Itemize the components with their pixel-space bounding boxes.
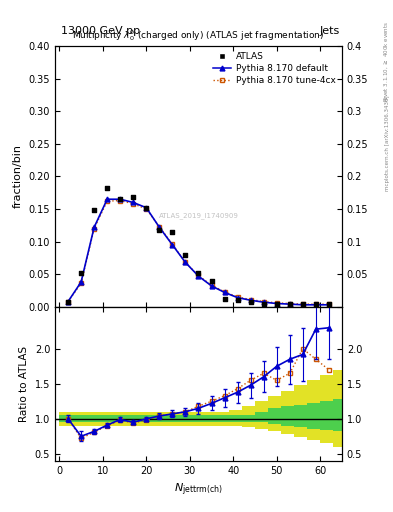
Legend: ATLAS, Pythia 8.170 default, Pythia 8.170 tune-4cx: ATLAS, Pythia 8.170 default, Pythia 8.17… xyxy=(209,49,339,89)
Point xyxy=(156,226,162,234)
Text: 13000 GeV pp: 13000 GeV pp xyxy=(61,26,140,36)
Point xyxy=(195,269,202,277)
Text: Multiplicity $\lambda_0^0$ (charged only) (ATLAS jet fragmentation): Multiplicity $\lambda_0^0$ (charged only… xyxy=(72,29,325,44)
Point xyxy=(143,204,149,212)
Point xyxy=(248,297,254,306)
Point xyxy=(130,193,136,201)
Point xyxy=(182,250,189,259)
Text: Rivet 3.1.10, $\geq$ 400k events: Rivet 3.1.10, $\geq$ 400k events xyxy=(383,21,390,102)
Text: mcplots.cern.ch [arXiv:1306.3436]: mcplots.cern.ch [arXiv:1306.3436] xyxy=(385,96,390,191)
Point xyxy=(286,300,293,308)
Y-axis label: fraction/bin: fraction/bin xyxy=(13,144,23,208)
Y-axis label: Ratio to ATLAS: Ratio to ATLAS xyxy=(19,346,29,422)
Point xyxy=(313,300,319,308)
X-axis label: $N_{\mathrm{jettrm(ch)}}$: $N_{\mathrm{jettrm(ch)}}$ xyxy=(174,481,223,498)
Text: Jets: Jets xyxy=(320,26,340,36)
Point xyxy=(208,276,215,285)
Point xyxy=(326,300,332,308)
Point xyxy=(78,269,84,277)
Text: ATLAS_2019_I1740909: ATLAS_2019_I1740909 xyxy=(158,212,239,219)
Point xyxy=(299,300,306,308)
Point xyxy=(221,295,228,303)
Point xyxy=(235,296,241,304)
Point xyxy=(261,300,267,308)
Point xyxy=(104,184,110,192)
Point xyxy=(274,300,280,308)
Point xyxy=(91,206,97,215)
Point xyxy=(65,297,71,306)
Point xyxy=(117,195,123,203)
Point xyxy=(169,228,176,236)
